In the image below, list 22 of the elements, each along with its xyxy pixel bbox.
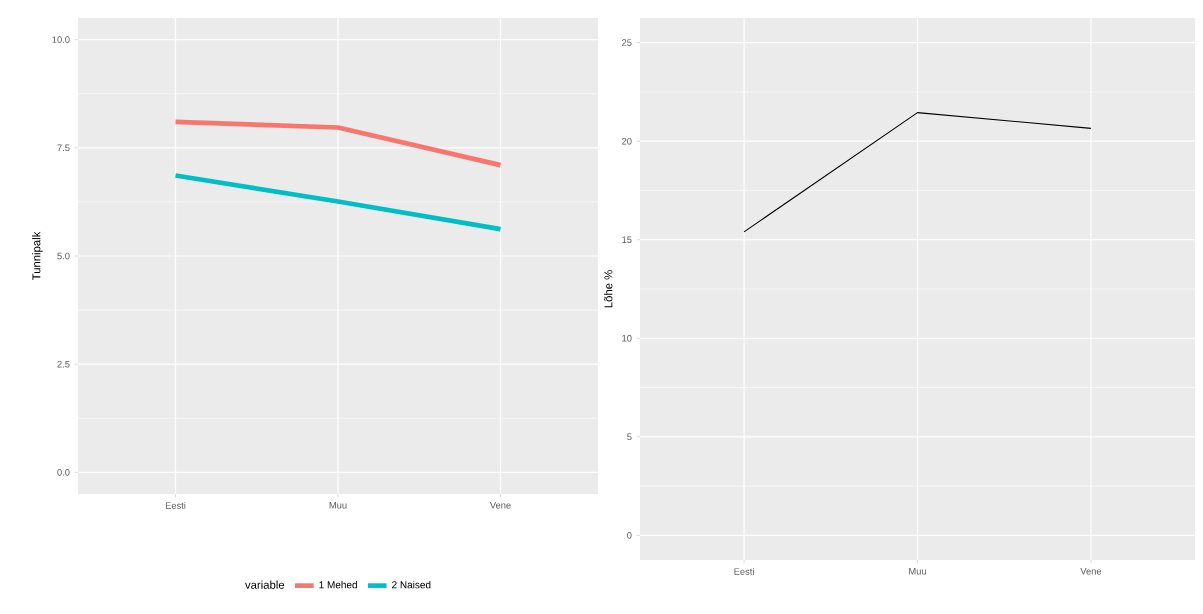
y-tick-label: 20 <box>622 137 632 145</box>
x-tick-label: Muu <box>909 568 926 575</box>
y-tick-label: 5 <box>627 433 632 441</box>
legend-label: 2 Naised <box>392 581 431 589</box>
legend-title: variable <box>245 580 285 589</box>
y-tick-label: 2.5 <box>57 360 70 368</box>
y-axis-title: Tunnipalk <box>32 231 43 281</box>
y-tick-label: 0.0 <box>57 469 70 476</box>
y-tick-label: 15 <box>622 236 632 243</box>
x-tick-label: Eesti <box>165 502 186 509</box>
x-tick-label: Vene <box>1080 568 1102 575</box>
y-tick-label: 10 <box>622 334 632 342</box>
y-tick-label: 0 <box>627 532 632 539</box>
y-tick-label: 25 <box>622 39 632 46</box>
x-tick-label: Muu <box>329 502 347 509</box>
x-tick-label: Vene <box>489 502 511 509</box>
legend-label: 1 Mehed <box>319 581 357 589</box>
y-tick-label: 5.0 <box>57 252 70 260</box>
y-tick-label: 7.5 <box>57 144 70 152</box>
y-tick-label: 10.0 <box>52 36 70 43</box>
y-axis-title: Lõhe % <box>604 270 613 308</box>
x-tick-label: Eesti <box>734 568 754 575</box>
